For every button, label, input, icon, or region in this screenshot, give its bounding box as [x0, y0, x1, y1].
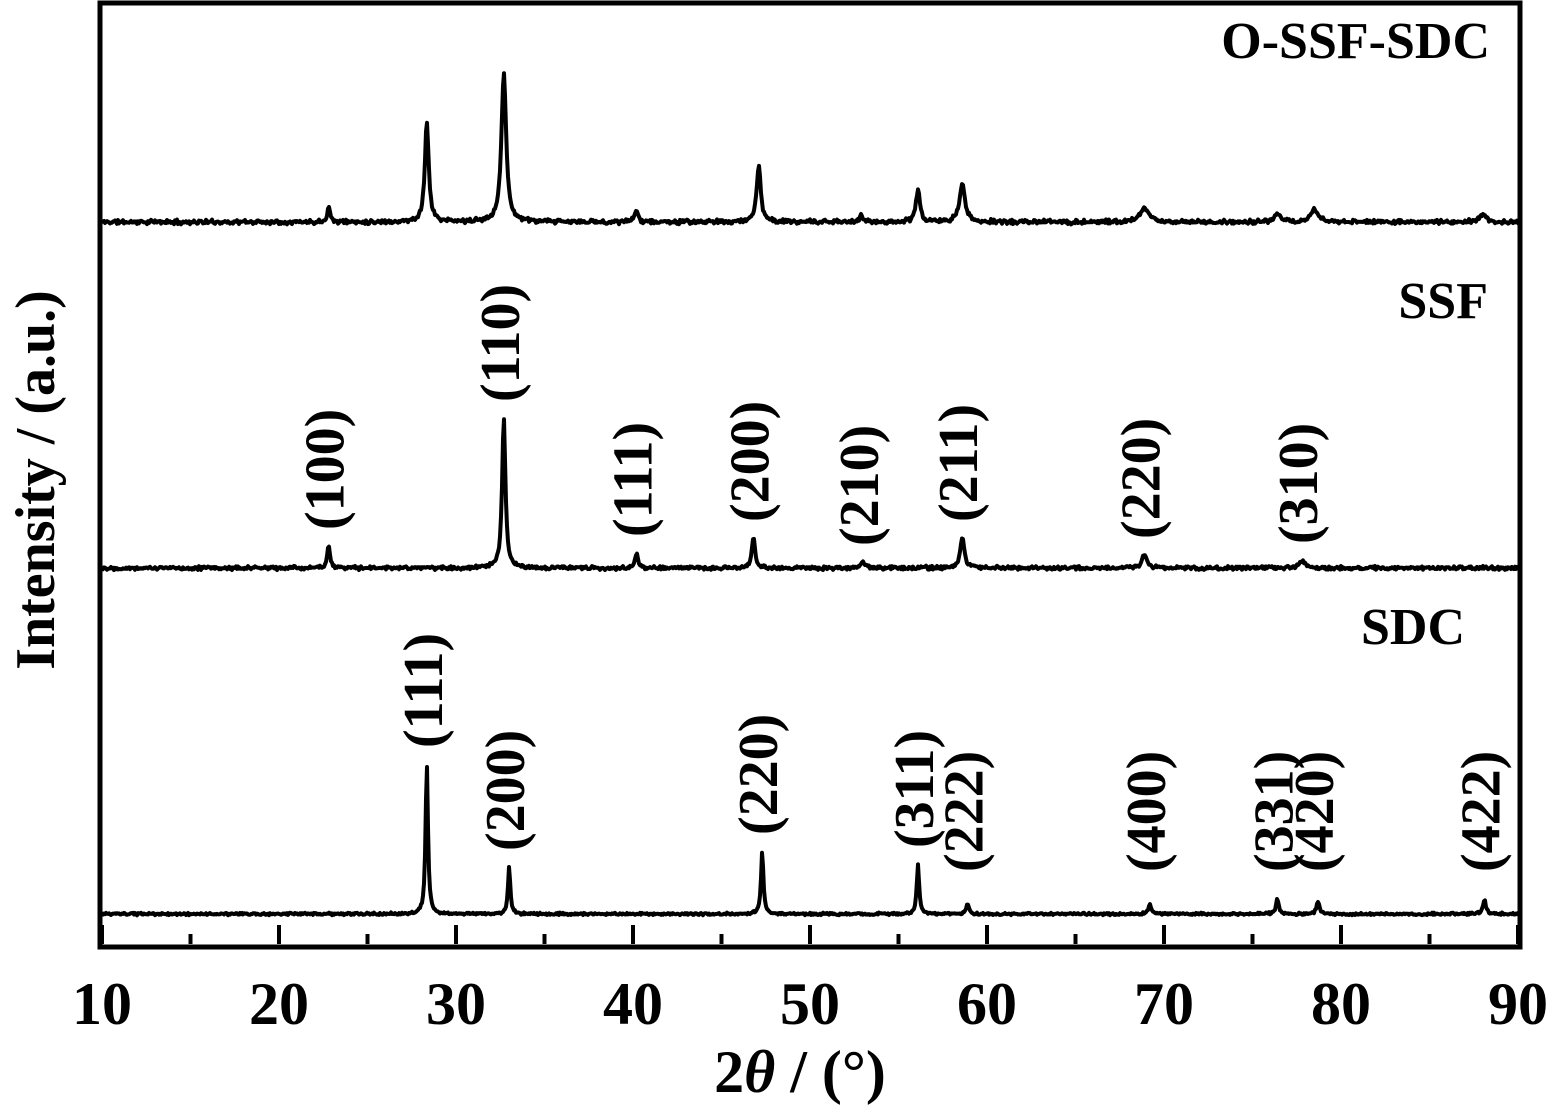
trace-ssf — [100, 417, 1520, 573]
plot-frame — [97, 0, 1523, 950]
peak-label-ssf-211: (211) — [928, 404, 990, 522]
peak-label-sdc-420: (420) — [1284, 751, 1346, 872]
trace-label-ssf: SSF — [1398, 273, 1488, 330]
x-tick-label: 40 — [603, 971, 663, 1037]
y-axis-title: Intensity / (a.u.) — [5, 290, 67, 670]
peak-label-sdc-111: (111) — [393, 633, 455, 748]
x-axis-title-suffix: / (°) — [775, 1039, 886, 1105]
x-tick-label: 60 — [957, 971, 1017, 1037]
peak-label-ssf-210: (210) — [829, 425, 891, 546]
peak-label-sdc-400: (400) — [1116, 751, 1178, 872]
x-tick-label: 30 — [426, 971, 486, 1037]
x-axis-title-theta: θ — [744, 1039, 776, 1105]
x-tick-label: 90 — [1488, 971, 1548, 1037]
peak-label-ssf-111: (111) — [603, 422, 665, 537]
peak-label-sdc-331: (331) — [1243, 751, 1305, 872]
peak-label-sdc-220: (220) — [728, 714, 790, 835]
x-tick-label: 10 — [72, 971, 132, 1037]
peak-label-ssf-310: (310) — [1268, 423, 1330, 544]
peak-label-ssf-200: (200) — [719, 401, 781, 522]
x-tick-label: 50 — [780, 971, 840, 1037]
x-tick-label: 20 — [249, 971, 309, 1037]
x-axis-title-prefix: 2 — [714, 1039, 745, 1105]
peak-label-ssf-220: (220) — [1111, 418, 1173, 539]
x-tick-label: 70 — [1134, 971, 1194, 1037]
x-axis-title: 2θ / (°) — [714, 1042, 886, 1102]
trace-label-sdc: SDC — [1360, 599, 1465, 656]
peak-label-sdc-311: (311) — [884, 730, 946, 848]
peak-label-ssf-100: (100) — [295, 409, 357, 530]
peak-label-sdc-200: (200) — [475, 730, 537, 851]
trace-sdc — [100, 765, 1520, 918]
peak-label-sdc-422: (422) — [1450, 751, 1512, 872]
x-tick-label: 80 — [1311, 971, 1371, 1037]
trace-o-ssf-sdc — [100, 71, 1520, 227]
peak-label-ssf-110: (110) — [470, 284, 532, 402]
peak-label-sdc-222: (222) — [934, 751, 996, 872]
trace-label-o-ssf-sdc: O-SSF-SDC — [1221, 13, 1490, 70]
